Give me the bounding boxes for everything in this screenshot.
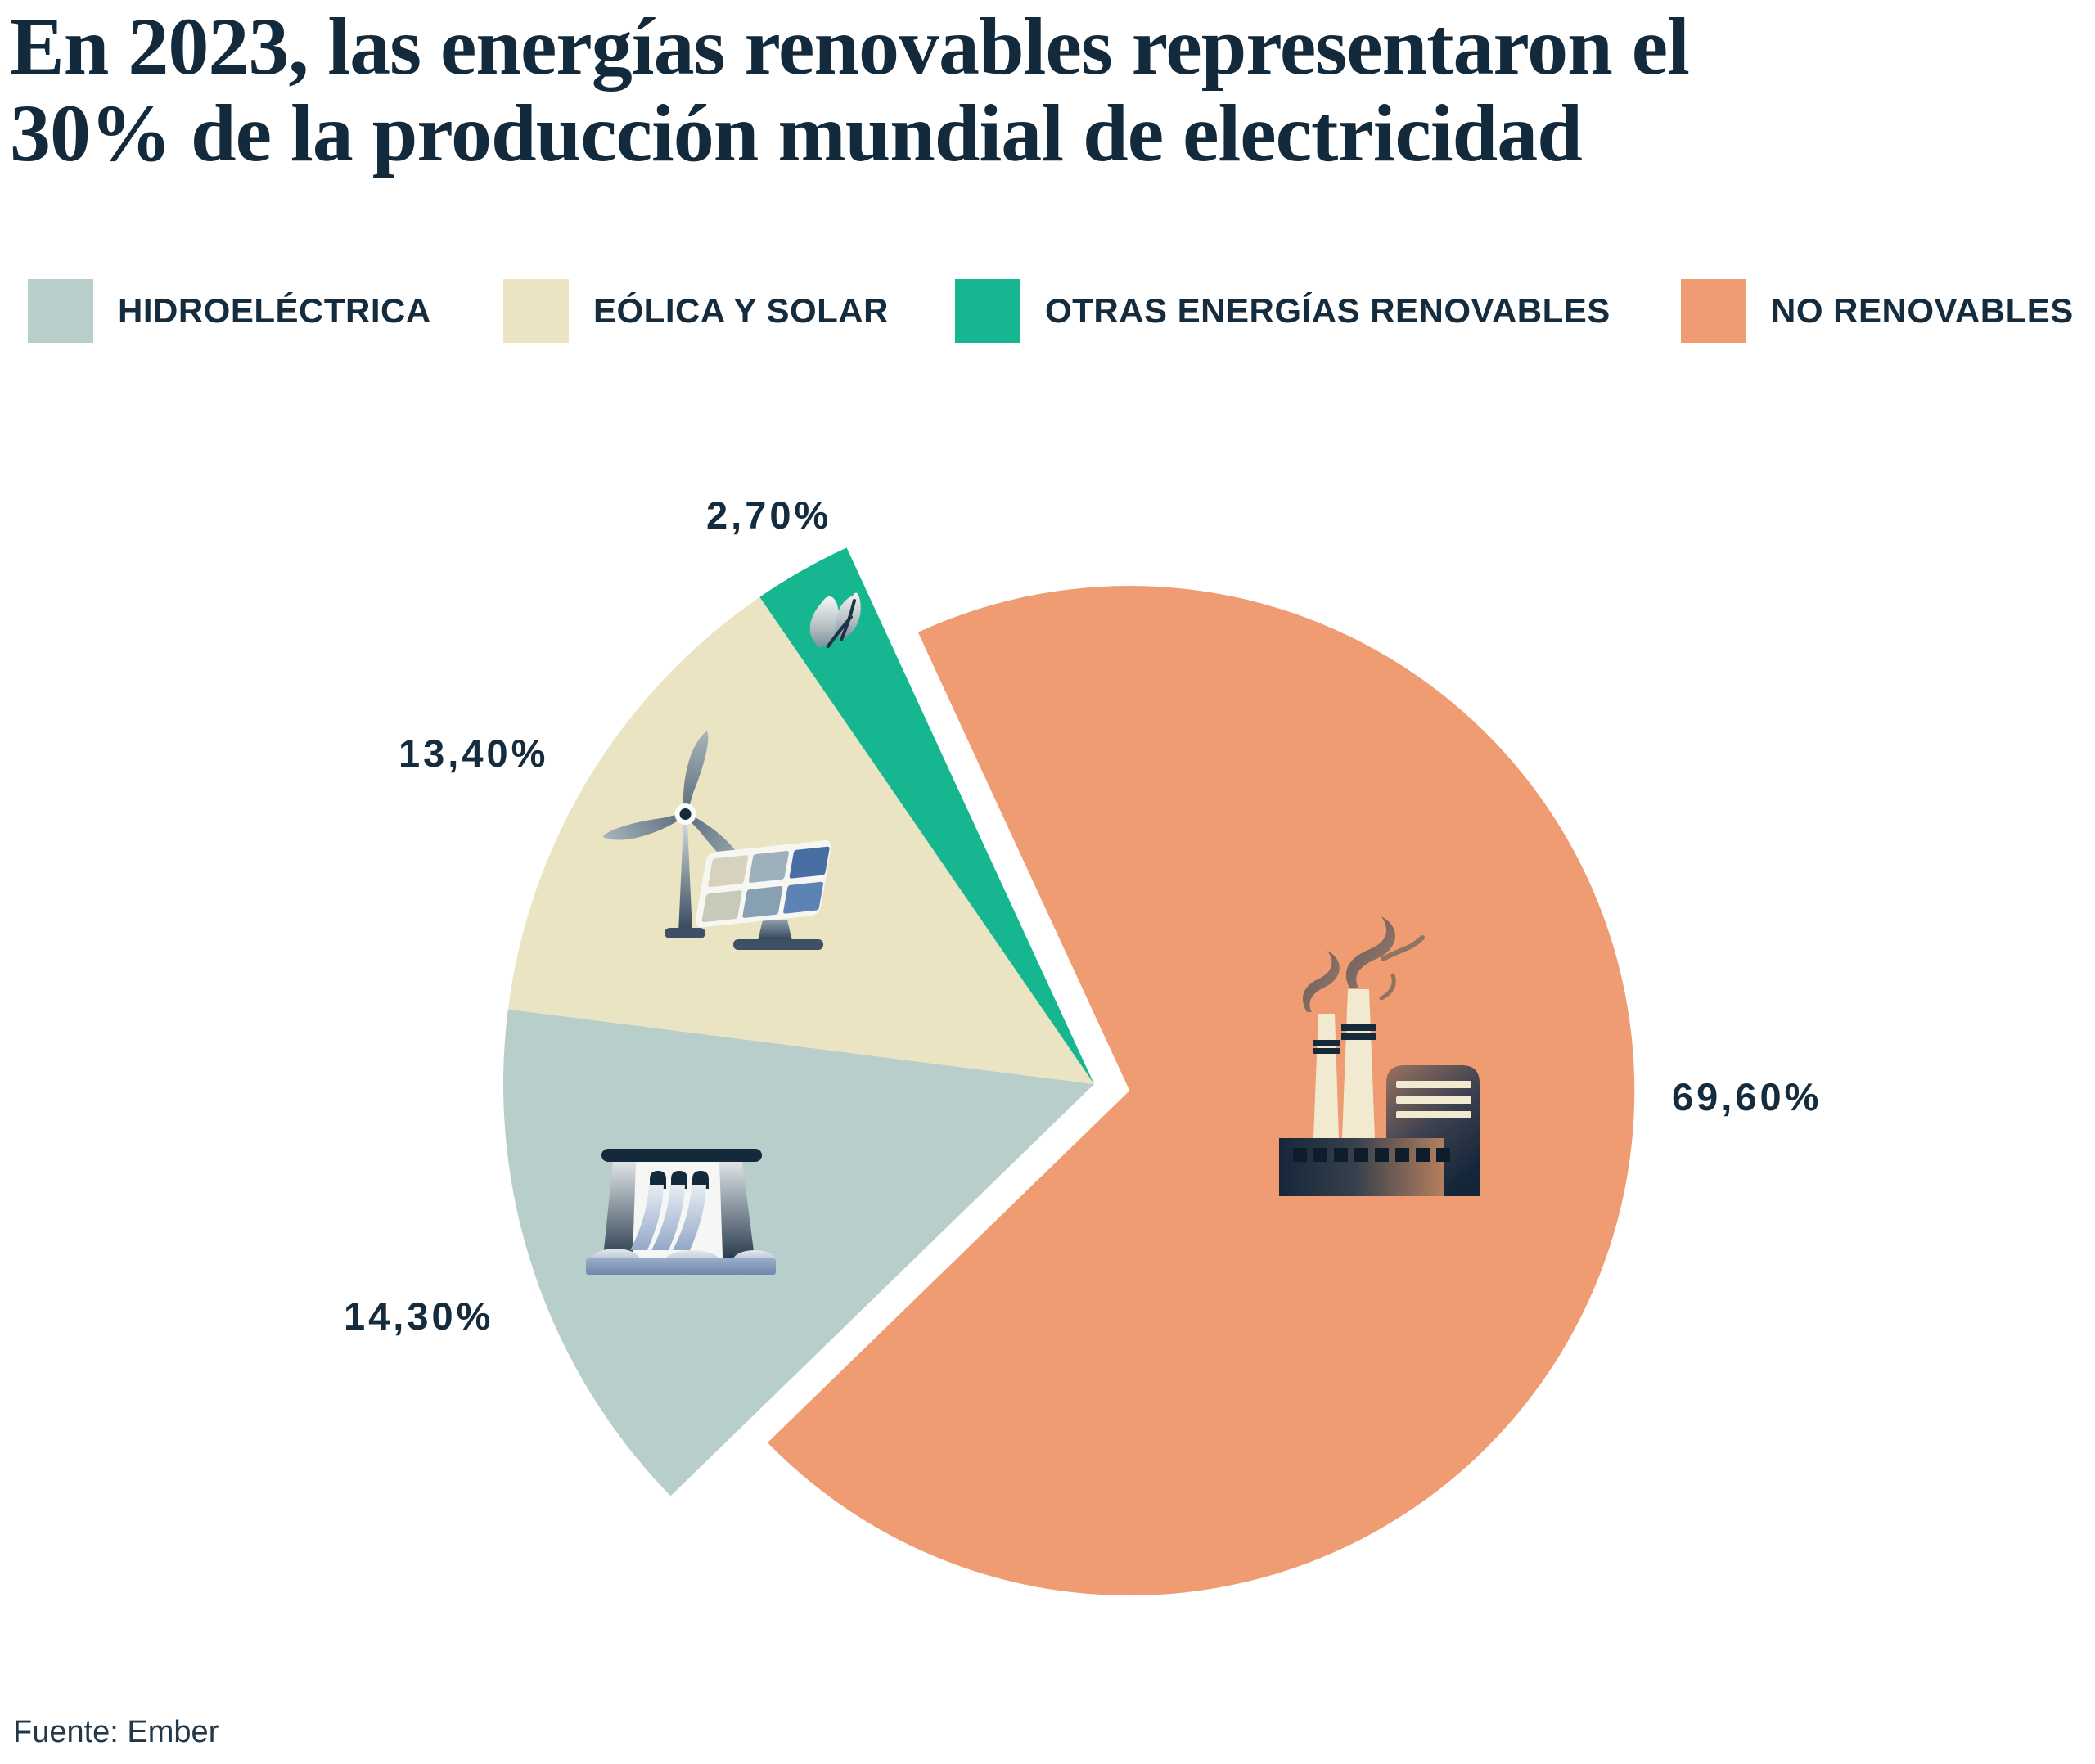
legend-item-no-renovables: NO RENOVABLES [1681, 278, 2074, 344]
pie-slice-factory [767, 586, 1635, 1596]
source-note: Fuente: Ember [13, 1715, 219, 1749]
legend-swatch-hidroelectrica [28, 279, 93, 343]
legend-label: HIDROELÉCTRICA [118, 291, 431, 330]
factory-icon [1279, 916, 1480, 1196]
legend-item-hidroelectrica: HIDROELÉCTRICA [28, 278, 431, 344]
legend-swatch-otras-renovables [955, 279, 1020, 343]
slice-value-otras-renovables: 2,70% [706, 493, 832, 537]
pie-slice-wind-turbine-solar-panel [507, 596, 1094, 1084]
slice-value-eolica-y-solar: 13,40% [399, 731, 549, 775]
pie-slice-leaf [759, 547, 1094, 1084]
legend-item-otras-renovables: OTRAS ENERGÍAS RENOVABLES [955, 278, 1611, 344]
leaf-icon [809, 592, 861, 648]
title-line-1: En 2023, las energías renovables represe… [10, 1, 1690, 92]
legend-label: OTRAS ENERGÍAS RENOVABLES [1045, 291, 1611, 330]
legend-label: NO RENOVABLES [1771, 291, 2074, 330]
title-line-2: 30% de la producción mundial de electric… [10, 88, 1583, 178]
slice-value-hidroelectrica: 14,30% [344, 1294, 494, 1338]
page-title: En 2023, las energías renovables represe… [10, 3, 2080, 177]
slice-value-no-renovables: 69,60% [1672, 1075, 1822, 1118]
legend-label: EÓLICA Y SOLAR [593, 291, 889, 330]
legend-item-eolica-y-solar: EÓLICA Y SOLAR [503, 278, 889, 344]
legend: HIDROELÉCTRICA EÓLICA Y SOLAR OTRAS ENER… [0, 278, 2095, 344]
dam-icon [586, 1149, 776, 1275]
solar-panel-icon [695, 840, 831, 950]
pie-sectors [502, 547, 1635, 1596]
legend-swatch-eolica-y-solar [503, 279, 569, 343]
legend-swatch-no-renovables [1681, 279, 1746, 343]
pie-slice-dam [502, 1009, 1094, 1496]
